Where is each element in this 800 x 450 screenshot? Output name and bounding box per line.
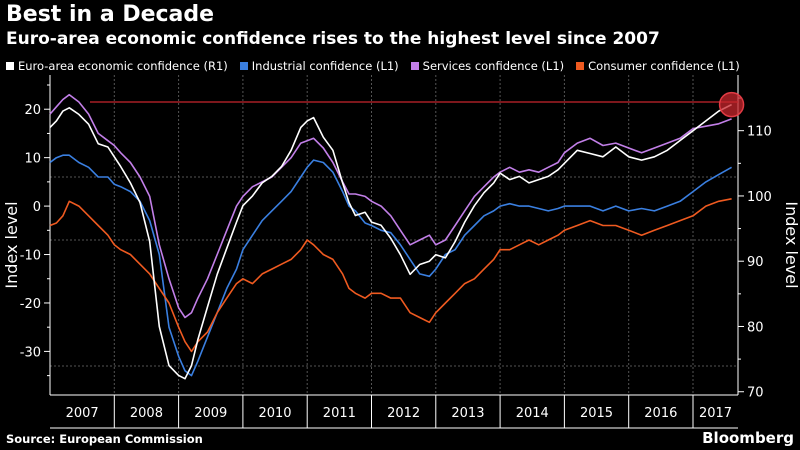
left-axis-label: Index level — [2, 201, 21, 288]
legend-item-services: Services confidence (L1) — [410, 59, 565, 73]
x-tick-label: 2009 — [194, 406, 227, 421]
right-tick-label: 90 — [747, 255, 764, 270]
legend-label: Consumer confidence (L1) — [588, 59, 740, 73]
right-tick-label: 70 — [747, 386, 764, 401]
left-tick-label: 10 — [24, 152, 41, 167]
right-tick-label: 100 — [747, 190, 772, 205]
legend-item-industrial: Industrial confidence (L1) — [239, 59, 399, 73]
x-tick-label: 2014 — [516, 406, 549, 421]
chart-title: Best in a Decade — [6, 2, 215, 27]
x-tick-label: 2013 — [451, 406, 484, 421]
series-line-0 — [49, 103, 732, 380]
x-tick-label: 2016 — [644, 406, 677, 421]
left-tick-label: -30 — [20, 345, 41, 360]
right-tick-label: 80 — [747, 320, 764, 335]
axes: -30 -20 -10 0 10 20 70 80 90 100 110 2007 2008 2009 20… — [20, 75, 772, 429]
left-tick-label: -10 — [20, 249, 41, 264]
source-note: Source: European Commission — [6, 432, 203, 446]
legend-swatch — [6, 62, 14, 70]
right-axis-label: Index level — [782, 201, 800, 288]
x-tick-label: 2015 — [580, 406, 613, 421]
x-tick-label: 2008 — [130, 406, 163, 421]
chart-subtitle: Euro-area economic confidence rises to t… — [6, 29, 660, 49]
x-tick-label: 2017 — [699, 406, 732, 421]
highlight-circle — [718, 91, 745, 118]
legend-swatch — [576, 62, 585, 70]
series-line-2 — [49, 93, 732, 319]
x-tick-label: 2012 — [387, 406, 420, 421]
legend-item-consumer: Consumer confidence (L1) — [576, 59, 740, 73]
left-tick-label: 0 — [33, 200, 41, 215]
brand-logo: Bloomberg — [702, 429, 794, 447]
x-tick-label: 2010 — [258, 406, 291, 421]
legend-swatch — [239, 62, 248, 70]
annotations — [90, 91, 745, 118]
left-tick-label: -20 — [20, 297, 41, 312]
legend-label: Industrial confidence (L1) — [251, 59, 399, 73]
x-tick-label: 2007 — [66, 406, 99, 421]
legend-label: Euro-area economic confidence (R1) — [18, 59, 228, 73]
series-line-3 — [49, 198, 732, 353]
right-tick-label: 110 — [747, 125, 772, 140]
legend-swatch — [410, 62, 419, 70]
chart-legend: Euro-area economic confidence (R1) Indus… — [6, 59, 740, 73]
left-tick-label: 20 — [24, 103, 41, 118]
series-lines — [49, 93, 732, 380]
grid — [50, 75, 738, 395]
legend-item-economic: Euro-area economic confidence (R1) — [6, 59, 228, 73]
series-line-1 — [49, 154, 732, 377]
legend-label: Services confidence (L1) — [422, 59, 565, 73]
x-tick-label: 2011 — [323, 406, 356, 421]
